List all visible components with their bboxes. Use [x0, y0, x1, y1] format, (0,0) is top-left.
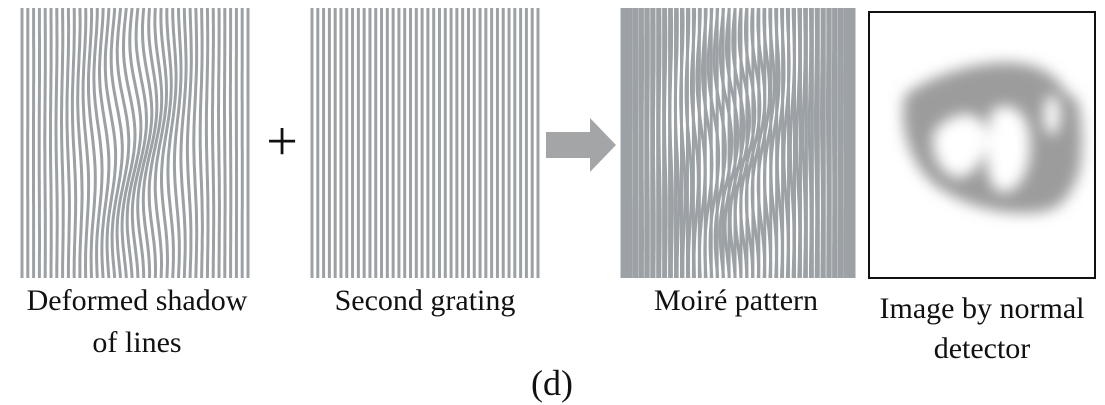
- caption: Moiré pattern: [654, 284, 818, 317]
- second-grating: [312, 8, 538, 278]
- arrow: [546, 118, 616, 172]
- deformed-line: [206, 8, 208, 278]
- deformed-line: [194, 8, 197, 278]
- deformed-line: [51, 8, 52, 278]
- caption: Deformed shadow: [27, 284, 248, 317]
- deformed-line: [83, 8, 89, 278]
- deformed-line: [78, 8, 82, 278]
- deformed-line: [659, 8, 660, 278]
- deformed-line: [816, 8, 817, 278]
- deformed-line: [45, 8, 46, 278]
- plus-sign: +: [266, 111, 298, 173]
- caption: Image by normal: [880, 292, 1085, 325]
- detector-image: [869, 12, 1095, 278]
- deformed-line: [822, 8, 823, 278]
- deformed-grating: [22, 8, 248, 278]
- moire-pattern: [622, 8, 854, 278]
- deformed-line: [648, 8, 649, 278]
- deformed-line: [200, 8, 202, 278]
- deformed-line: [665, 8, 667, 278]
- deformed-line: [213, 8, 214, 278]
- caption: detector: [934, 332, 1031, 365]
- caption: Second grating: [335, 284, 516, 317]
- deformed-line: [67, 8, 69, 278]
- deformed-line: [225, 8, 226, 278]
- deformed-line: [56, 8, 57, 278]
- deformed-line: [828, 8, 829, 278]
- deformed-line: [72, 8, 75, 278]
- figure-label: (d): [531, 363, 573, 403]
- diagram: + Deformed shadow of lines Second gratin…: [0, 0, 1105, 405]
- deformed-line: [219, 8, 220, 278]
- deformed-line: [62, 8, 64, 278]
- deformed-line: [187, 8, 191, 278]
- caption: of lines: [92, 326, 181, 359]
- deformed-line: [654, 8, 655, 278]
- deformed-line: [809, 8, 811, 278]
